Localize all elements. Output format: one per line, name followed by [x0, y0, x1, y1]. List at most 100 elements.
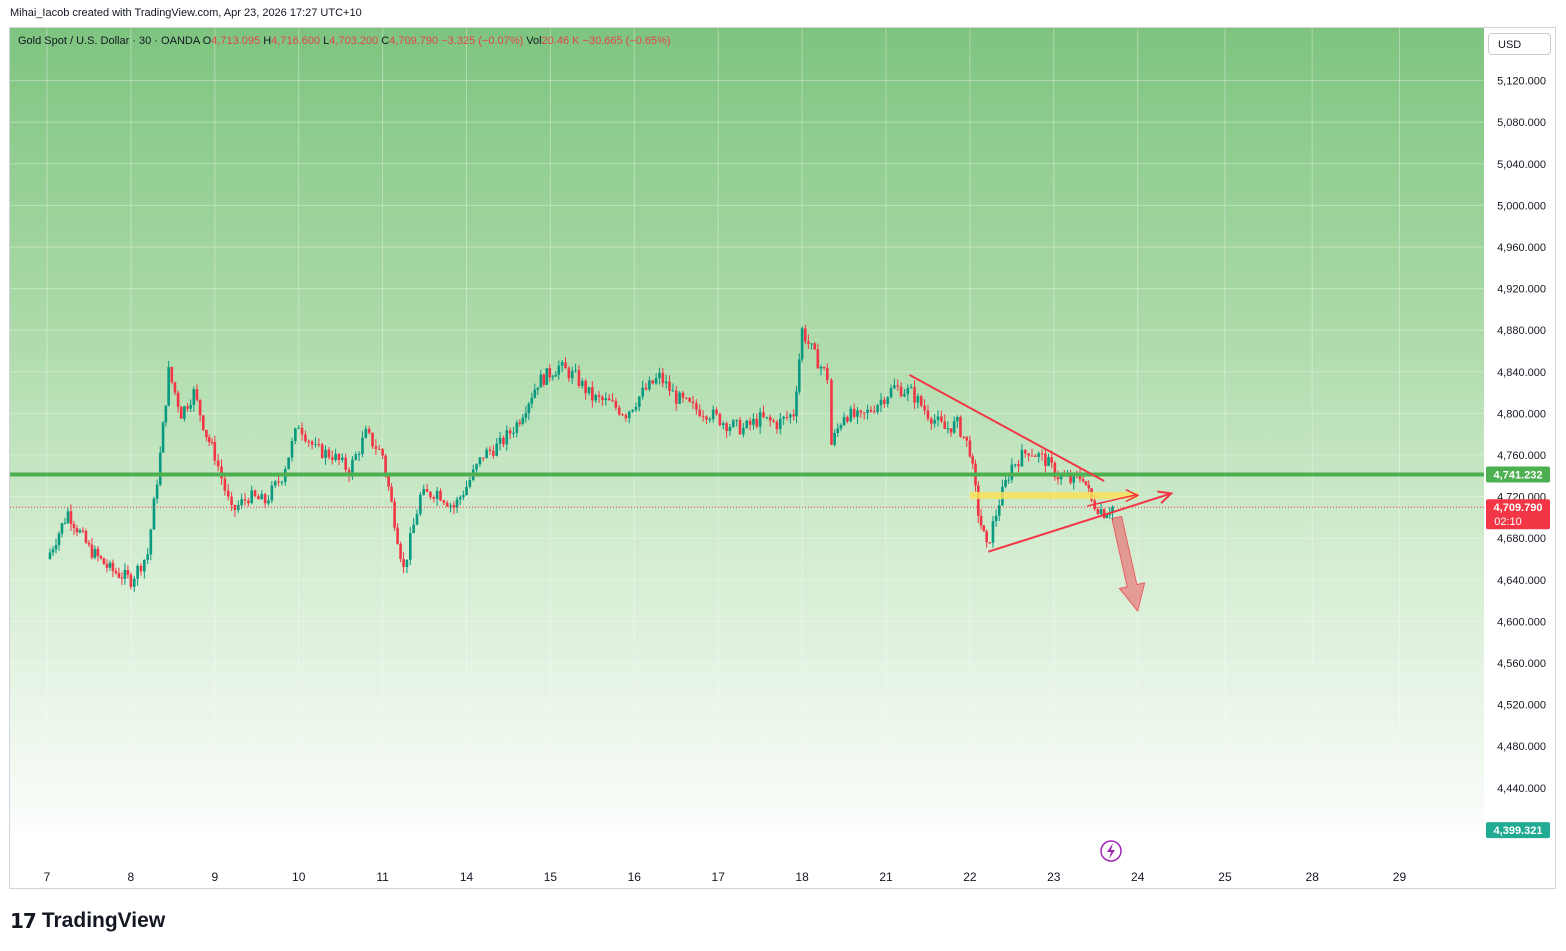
candle-body	[495, 443, 499, 456]
candle-body	[136, 565, 139, 579]
price-tick-label: 5,120.000	[1497, 76, 1546, 88]
candle-body	[674, 390, 678, 404]
symbol-title: Gold Spot / U.S. Dollar · 30 · OANDA	[18, 35, 200, 47]
time-tick-label: 15	[544, 870, 558, 884]
time-tick-label: 21	[879, 870, 893, 884]
time-tick-label: 22	[963, 870, 977, 884]
candle-body	[1047, 457, 1050, 466]
candle-body	[564, 362, 567, 369]
candle-body	[96, 548, 100, 557]
candle-body	[570, 371, 574, 379]
candle-body	[167, 366, 170, 406]
candle-body	[803, 328, 807, 342]
candle-body	[415, 513, 419, 525]
candle-body	[198, 399, 202, 416]
time-tick-label: 14	[460, 870, 474, 884]
candle-body	[1007, 479, 1011, 481]
candle-body	[661, 372, 665, 384]
high-key: H	[263, 35, 272, 47]
candle-body	[732, 420, 735, 427]
candle-body	[624, 415, 628, 419]
candle-body	[84, 531, 88, 543]
candle-body	[294, 428, 297, 442]
candle-body	[1084, 481, 1088, 485]
candle-body	[785, 416, 789, 418]
candle-body	[364, 428, 368, 438]
tradingview-logo[interactable]: 17 TradingView	[10, 908, 165, 934]
candle-body	[691, 401, 695, 404]
candle-body	[105, 564, 109, 568]
change-value: −3.325 (−0.07%)	[441, 35, 524, 47]
candle-body	[919, 396, 923, 406]
candle-body	[455, 499, 459, 508]
candle-body	[1034, 455, 1037, 457]
candle-body	[260, 494, 264, 500]
volume-key: Vol	[526, 35, 542, 47]
candle-body	[351, 459, 354, 477]
candle-body	[337, 453, 341, 460]
candle-body	[297, 427, 300, 429]
candle-body	[839, 425, 843, 429]
tradingview-logo-icon: 17	[10, 909, 37, 933]
candle-body	[367, 428, 371, 433]
candle-body	[465, 486, 468, 495]
lightning-icon[interactable]	[1100, 840, 1122, 862]
candle-body	[1059, 475, 1063, 480]
candle-body	[63, 522, 67, 524]
candle-body	[1096, 509, 1100, 514]
candle-body	[574, 370, 577, 372]
candle-body	[611, 400, 614, 402]
candle-body	[708, 418, 712, 420]
small-arrow[interactable]	[1087, 493, 1138, 507]
candle-body	[524, 413, 528, 418]
candle-body	[81, 530, 85, 532]
candle-body	[742, 427, 745, 435]
candle-body	[1072, 473, 1076, 483]
candle-body	[748, 420, 752, 425]
candle-body	[701, 416, 705, 418]
candle-body	[1037, 453, 1040, 457]
price-axis[interactable]	[1484, 28, 1555, 831]
candle-body	[508, 430, 512, 434]
close-value: 4,709.790	[389, 35, 439, 47]
current-price-badge-countdown: 02:10	[1494, 516, 1522, 528]
candle-body	[956, 417, 959, 422]
candle-body	[111, 562, 115, 571]
time-tick-label: 17	[712, 870, 726, 884]
candle-body	[755, 418, 759, 427]
bearish-arrow[interactable]	[1111, 515, 1146, 613]
price-tick-label: 4,440.000	[1497, 783, 1546, 795]
candle-body	[959, 417, 962, 437]
trendline[interactable]	[909, 374, 1105, 482]
candle-body	[641, 387, 644, 397]
trendline[interactable]	[988, 492, 1172, 553]
candle-body	[916, 396, 920, 403]
candle-body	[143, 559, 146, 572]
candle-body	[304, 434, 307, 442]
candle-body	[658, 372, 661, 379]
candle-body	[795, 391, 798, 417]
candle-body	[768, 416, 772, 421]
candle-body	[946, 428, 950, 430]
candle-body	[123, 570, 127, 579]
candle-body	[1004, 480, 1007, 487]
candle-body	[976, 485, 980, 516]
currency-button[interactable]: USD	[1488, 33, 1551, 55]
candle-body	[614, 400, 618, 408]
candle-body	[425, 489, 429, 492]
candle-body	[909, 387, 913, 389]
plot-area[interactable]	[10, 28, 1484, 831]
candle-body	[492, 450, 495, 456]
candle-body	[634, 406, 638, 410]
candle-body	[518, 422, 522, 424]
time-axis[interactable]	[10, 831, 1484, 888]
tradingview-logo-text: TradingView	[41, 909, 166, 932]
candle-body	[72, 523, 76, 529]
close-key: C	[381, 35, 390, 47]
candle-body	[273, 481, 277, 486]
time-tick-label: 9	[211, 870, 218, 884]
candle-body	[488, 449, 492, 451]
candle-body	[330, 457, 334, 460]
candle-body	[846, 416, 849, 422]
